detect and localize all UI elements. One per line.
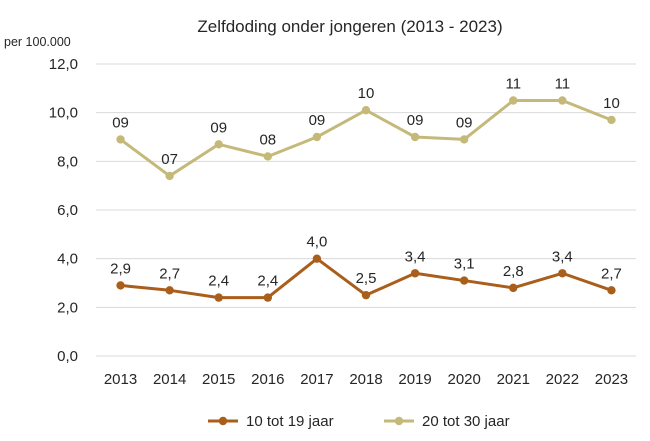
- data-label: 2,5: [356, 270, 377, 287]
- data-label: 11: [555, 76, 571, 93]
- data-label: 2,7: [601, 265, 622, 282]
- data-point: [509, 283, 518, 293]
- data-label: 2,4: [208, 273, 229, 290]
- data-point: [116, 281, 125, 290]
- data-label: 3,4: [552, 248, 573, 265]
- x-axis-ticks: 2013 2014 2015 2016 2017 2018 2019 2020 2021 2022…: [104, 371, 628, 388]
- x-tick-label: 2019: [398, 371, 431, 388]
- data-label: 11: [505, 76, 521, 93]
- data-point: [165, 286, 174, 295]
- x-tick-label: 2021: [497, 371, 530, 388]
- y-tick-label: 8,0: [57, 153, 78, 170]
- data-label: 09: [407, 112, 424, 129]
- x-tick-label: 2017: [300, 371, 333, 388]
- data-point: [263, 293, 273, 302]
- data-point: [558, 269, 567, 278]
- legend-marker: [218, 416, 228, 426]
- x-tick-label: 2014: [153, 371, 186, 388]
- x-tick-label: 2013: [104, 371, 137, 388]
- data-label: 09: [456, 114, 473, 131]
- data-point: [165, 171, 174, 181]
- data-label: 2,4: [257, 273, 278, 290]
- legend-label: 20 tot 30 jaar: [422, 413, 510, 430]
- y-tick-label: 2,0: [57, 299, 78, 316]
- data-point: [607, 115, 616, 125]
- x-tick-label: 2020: [447, 371, 480, 388]
- data-label: 3,4: [405, 248, 426, 265]
- series-group: 2,9 2,7 2,4 2,4 4,0 2,5 3,4 3,1 2,8 3,4 2,7 09 07 09 0…: [110, 76, 622, 302]
- data-label: 10: [358, 85, 375, 102]
- data-label: 10: [603, 95, 620, 112]
- data-point: [410, 269, 420, 278]
- y-tick-label: 6,0: [57, 202, 78, 219]
- x-tick-label: 2023: [595, 371, 628, 388]
- data-label: 08: [259, 131, 276, 148]
- y-axis-label: per 100.000: [4, 35, 71, 49]
- data-label: 09: [309, 112, 326, 129]
- x-tick-label: 2015: [202, 371, 235, 388]
- legend-label: 10 tot 19 jaar: [246, 413, 334, 430]
- data-point: [361, 290, 371, 300]
- data-point: [116, 135, 125, 144]
- y-tick-label: 4,0: [57, 251, 78, 268]
- data-point: [509, 96, 518, 105]
- x-tick-label: 2018: [349, 371, 382, 388]
- data-point: [459, 135, 469, 144]
- x-tick-label: 2016: [251, 371, 284, 388]
- data-label: 4,0: [306, 234, 327, 251]
- x-tick-label: 2022: [546, 371, 579, 388]
- data-point: [459, 276, 469, 285]
- data-point: [361, 106, 371, 115]
- data-label: 09: [112, 114, 129, 131]
- chart-title: Zelfdoding onder jongeren (2013 - 2023): [197, 17, 502, 36]
- data-label: 09: [210, 119, 227, 136]
- legend-marker: [394, 416, 404, 426]
- y-axis-ticks: 0,0 2,0 4,0 6,0 8,0 10,0 12,0: [49, 56, 78, 365]
- data-point: [263, 152, 273, 161]
- data-label: 07: [161, 151, 178, 168]
- data-point: [312, 132, 322, 142]
- data-label: 2,8: [503, 263, 524, 280]
- y-tick-label: 12,0: [49, 56, 78, 73]
- data-label: 3,1: [454, 256, 475, 273]
- y-tick-label: 10,0: [49, 105, 78, 122]
- data-point: [312, 254, 322, 263]
- data-point: [214, 293, 223, 302]
- data-point: [558, 96, 567, 105]
- data-point: [607, 286, 616, 295]
- data-point: [410, 132, 420, 142]
- data-point: [214, 140, 223, 149]
- data-label: 2,7: [159, 265, 180, 282]
- data-label: 2,9: [110, 260, 131, 277]
- y-tick-label: 0,0: [57, 348, 78, 365]
- legend: 10 tot 19 jaar 20 tot 30 jaar: [208, 413, 510, 430]
